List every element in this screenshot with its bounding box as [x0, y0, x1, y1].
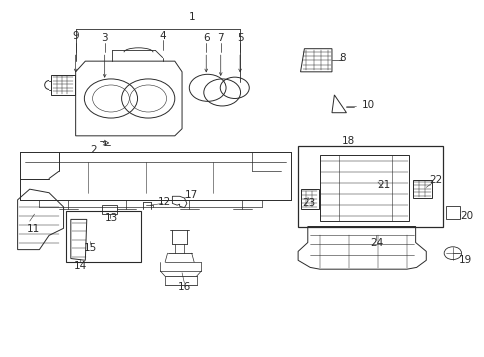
FancyArrowPatch shape	[104, 140, 108, 146]
FancyArrowPatch shape	[103, 142, 106, 145]
Bar	[412, 180, 431, 198]
Text: 7: 7	[217, 33, 224, 43]
Bar	[66, 211, 141, 262]
Text: 8: 8	[339, 52, 345, 62]
Text: 2: 2	[91, 145, 97, 155]
Text: 4: 4	[159, 31, 166, 41]
Text: 14: 14	[74, 261, 87, 271]
Text: 17: 17	[185, 190, 198, 200]
Bar	[445, 206, 459, 220]
Text: 10: 10	[361, 100, 374, 110]
Text: 18: 18	[342, 136, 355, 146]
Text: 9: 9	[72, 31, 79, 41]
Bar	[319, 155, 408, 221]
Text: 1: 1	[188, 12, 195, 22]
Text: 22: 22	[428, 175, 442, 185]
Bar	[51, 75, 75, 95]
Text: 21: 21	[377, 180, 390, 190]
Text: 23: 23	[302, 198, 315, 208]
Text: 11: 11	[27, 224, 40, 234]
Bar	[300, 189, 318, 209]
Text: 13: 13	[105, 213, 118, 223]
Text: 16: 16	[178, 282, 191, 292]
Bar	[298, 146, 442, 226]
Text: 20: 20	[459, 211, 472, 221]
Bar	[102, 205, 117, 214]
Text: 5: 5	[236, 33, 243, 43]
Text: 24: 24	[369, 238, 382, 248]
Text: 15: 15	[83, 243, 97, 253]
Text: 6: 6	[202, 33, 209, 43]
Text: 19: 19	[457, 255, 470, 265]
Text: 3: 3	[101, 33, 108, 43]
Text: 12: 12	[157, 197, 170, 207]
